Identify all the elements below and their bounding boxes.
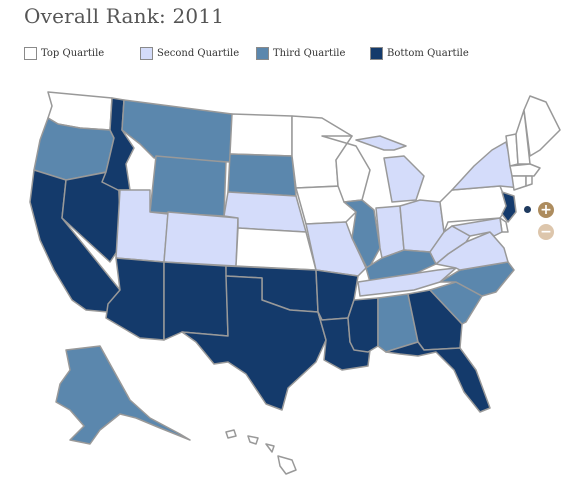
legend-item-second-quartile: Second Quartile <box>140 44 239 62</box>
legend-swatch-second-quartile <box>140 46 153 60</box>
state-sc[interactable] <box>429 281 483 325</box>
state-ma[interactable] <box>509 163 541 177</box>
state-co[interactable] <box>163 211 239 267</box>
legend-swatch-top-quartile <box>24 46 37 60</box>
state-wv[interactable] <box>429 225 471 265</box>
state-il[interactable] <box>343 199 381 271</box>
state-nj[interactable] <box>501 191 517 223</box>
state-wy[interactable] <box>149 155 227 217</box>
state-ct[interactable] <box>511 175 527 191</box>
state-sd[interactable] <box>227 153 297 197</box>
state-ri[interactable] <box>525 175 533 187</box>
legend-swatch-bottom-quartile <box>370 46 383 60</box>
state-la[interactable] <box>317 311 371 371</box>
state-in[interactable] <box>375 205 405 259</box>
location-dot[interactable] <box>523 205 532 214</box>
state-nd[interactable] <box>229 113 293 157</box>
page-title: Overall Rank: 2011 <box>24 4 225 28</box>
state-tx[interactable] <box>181 275 327 411</box>
legend-swatch-third-quartile <box>256 46 269 60</box>
state-ak[interactable] <box>55 345 191 445</box>
state-mi[interactable] <box>355 135 425 203</box>
zoom-out-button[interactable]: − <box>538 224 554 240</box>
legend-label: Top Quartile <box>41 47 105 59</box>
state-ms[interactable] <box>347 297 379 353</box>
state-ks[interactable] <box>235 227 317 271</box>
state-hi[interactable] <box>225 429 297 475</box>
state-nm[interactable] <box>163 261 229 341</box>
legend-label: Second Quartile <box>157 47 240 59</box>
legend-item-bottom-quartile: Bottom Quartile <box>370 44 469 62</box>
state-fl[interactable] <box>385 341 491 413</box>
state-az[interactable] <box>105 257 165 341</box>
state-md[interactable] <box>451 217 503 237</box>
legend-label: Bottom Quartile <box>387 47 469 59</box>
state-mt[interactable] <box>121 99 233 163</box>
legend-item-top-quartile: Top Quartile <box>24 44 104 62</box>
zoom-in-button[interactable]: + <box>538 202 554 218</box>
legend-label: Third Quartile <box>273 47 346 59</box>
state-me[interactable] <box>523 95 561 157</box>
legend-item-third-quartile: Third Quartile <box>256 44 345 62</box>
